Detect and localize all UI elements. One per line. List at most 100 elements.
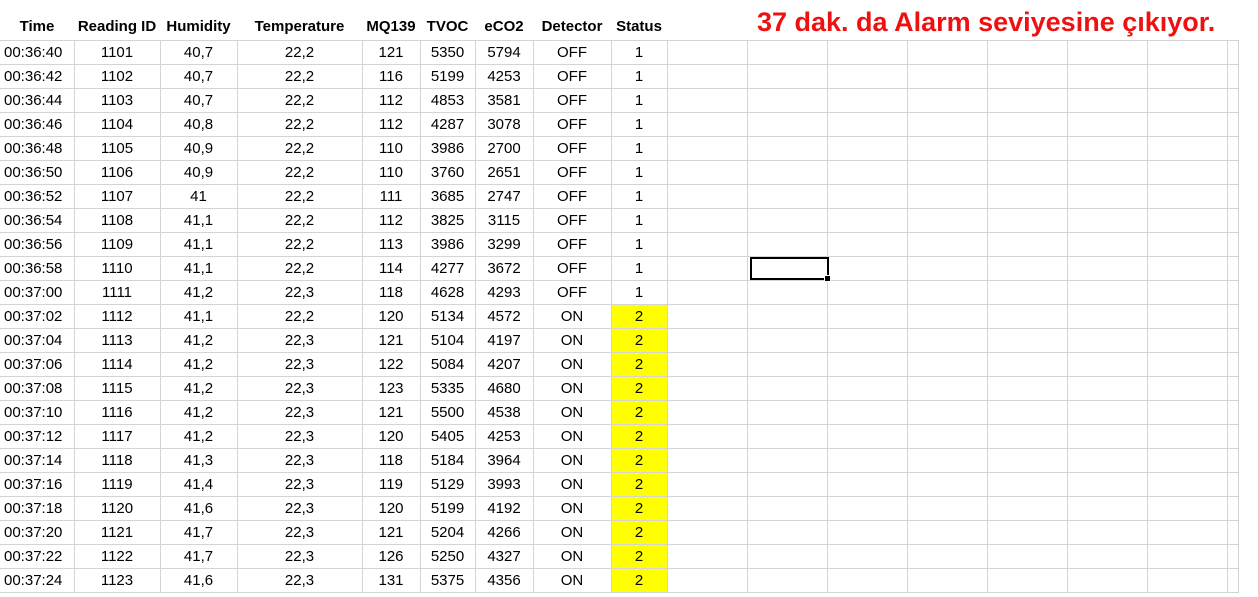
empty-cell[interactable]	[1067, 400, 1148, 425]
cell-detector[interactable]: OFF	[533, 232, 612, 257]
empty-cell[interactable]	[667, 136, 748, 161]
empty-cell[interactable]	[1227, 184, 1239, 209]
empty-cell[interactable]	[987, 568, 1068, 593]
cell-mq139[interactable]: 110	[362, 136, 421, 161]
empty-cell[interactable]	[1067, 14, 1147, 41]
cell-status[interactable]: 2	[611, 472, 668, 497]
empty-cell[interactable]	[1067, 256, 1148, 281]
cell-tvoc[interactable]: 5335	[420, 376, 476, 401]
cell-time[interactable]: 00:37:04	[0, 328, 75, 353]
empty-cell[interactable]	[747, 232, 828, 257]
cell-time[interactable]: 00:36:40	[0, 40, 75, 65]
cell-status[interactable]: 1	[611, 256, 668, 281]
cell-eco2[interactable]: 2700	[475, 136, 534, 161]
cell-humidity[interactable]: 40,8	[160, 112, 238, 137]
empty-cell[interactable]	[987, 448, 1068, 473]
empty-cell[interactable]	[1067, 352, 1148, 377]
empty-cell[interactable]	[1147, 184, 1228, 209]
cell-humidity[interactable]: 41,7	[160, 520, 238, 545]
empty-cell[interactable]	[827, 496, 908, 521]
empty-cell[interactable]	[1067, 280, 1148, 305]
cell-reading-id[interactable]: 1111	[74, 280, 161, 305]
empty-cell[interactable]	[827, 136, 908, 161]
cell-humidity[interactable]: 41,2	[160, 280, 238, 305]
empty-cell[interactable]	[747, 112, 828, 137]
empty-cell[interactable]	[747, 136, 828, 161]
cell-status[interactable]: 2	[611, 544, 668, 569]
empty-cell[interactable]	[1067, 304, 1148, 329]
empty-cell[interactable]	[987, 376, 1068, 401]
cell-time[interactable]: 00:36:54	[0, 208, 75, 233]
empty-cell[interactable]	[907, 40, 988, 65]
empty-cell[interactable]	[1147, 304, 1228, 329]
empty-cell[interactable]	[667, 544, 748, 569]
empty-cell[interactable]	[907, 184, 988, 209]
empty-cell[interactable]	[1147, 400, 1228, 425]
empty-cell[interactable]	[827, 448, 908, 473]
cell-reading-id[interactable]: 1112	[74, 304, 161, 329]
header-cell[interactable]: Status	[611, 14, 667, 41]
empty-cell[interactable]	[1227, 496, 1239, 521]
cell-temperature[interactable]: 22,2	[237, 136, 363, 161]
cell-detector[interactable]: ON	[533, 568, 612, 593]
cell-time[interactable]: 00:36:46	[0, 112, 75, 137]
empty-cell[interactable]	[747, 520, 828, 545]
empty-cell[interactable]	[987, 40, 1068, 65]
header-cell[interactable]: Time	[0, 14, 74, 41]
active-cell-selection[interactable]	[750, 257, 831, 282]
cell-mq139[interactable]: 121	[362, 400, 421, 425]
cell-eco2[interactable]: 2747	[475, 184, 534, 209]
empty-cell[interactable]	[667, 40, 748, 65]
cell-tvoc[interactable]: 4853	[420, 88, 476, 113]
cell-temperature[interactable]: 22,2	[237, 184, 363, 209]
empty-cell[interactable]	[987, 544, 1068, 569]
cell-mq139[interactable]: 118	[362, 280, 421, 305]
empty-cell[interactable]	[827, 112, 908, 137]
cell-status[interactable]: 2	[611, 400, 668, 425]
empty-cell[interactable]	[907, 280, 988, 305]
empty-cell[interactable]	[667, 304, 748, 329]
empty-cell[interactable]	[1227, 376, 1239, 401]
cell-mq139[interactable]: 121	[362, 520, 421, 545]
empty-cell[interactable]	[1227, 208, 1239, 233]
cell-reading-id[interactable]: 1123	[74, 568, 161, 593]
empty-cell[interactable]	[667, 400, 748, 425]
cell-status[interactable]: 2	[611, 520, 668, 545]
empty-cell[interactable]	[667, 208, 748, 233]
cell-reading-id[interactable]: 1119	[74, 472, 161, 497]
empty-cell[interactable]	[827, 280, 908, 305]
cell-temperature[interactable]: 22,3	[237, 352, 363, 377]
cell-status[interactable]: 1	[611, 64, 668, 89]
empty-cell[interactable]	[907, 400, 988, 425]
cell-eco2[interactable]: 4680	[475, 376, 534, 401]
cell-temperature[interactable]: 22,2	[237, 304, 363, 329]
header-cell[interactable]: Detector	[533, 14, 611, 41]
empty-cell[interactable]	[1067, 160, 1148, 185]
cell-detector[interactable]: ON	[533, 544, 612, 569]
empty-cell[interactable]	[747, 568, 828, 593]
cell-mq139[interactable]: 131	[362, 568, 421, 593]
cell-status[interactable]: 2	[611, 304, 668, 329]
cell-mq139[interactable]: 123	[362, 376, 421, 401]
empty-cell[interactable]	[1227, 64, 1239, 89]
empty-cell[interactable]	[1227, 472, 1239, 497]
cell-time[interactable]: 00:37:00	[0, 280, 75, 305]
empty-cell[interactable]	[1067, 328, 1148, 353]
empty-cell[interactable]	[1147, 496, 1228, 521]
cell-detector[interactable]: ON	[533, 520, 612, 545]
cell-tvoc[interactable]: 3760	[420, 160, 476, 185]
cell-mq139[interactable]: 112	[362, 112, 421, 137]
empty-cell[interactable]	[667, 184, 748, 209]
empty-cell[interactable]	[1227, 280, 1239, 305]
cell-mq139[interactable]: 114	[362, 256, 421, 281]
cell-detector[interactable]: OFF	[533, 136, 612, 161]
empty-cell[interactable]	[907, 112, 988, 137]
empty-cell[interactable]	[907, 448, 988, 473]
empty-cell[interactable]	[1227, 520, 1239, 545]
cell-detector[interactable]: OFF	[533, 112, 612, 137]
cell-humidity[interactable]: 41,1	[160, 256, 238, 281]
empty-cell[interactable]	[907, 376, 988, 401]
cell-status[interactable]: 1	[611, 136, 668, 161]
empty-cell[interactable]	[987, 112, 1068, 137]
empty-cell[interactable]	[987, 400, 1068, 425]
